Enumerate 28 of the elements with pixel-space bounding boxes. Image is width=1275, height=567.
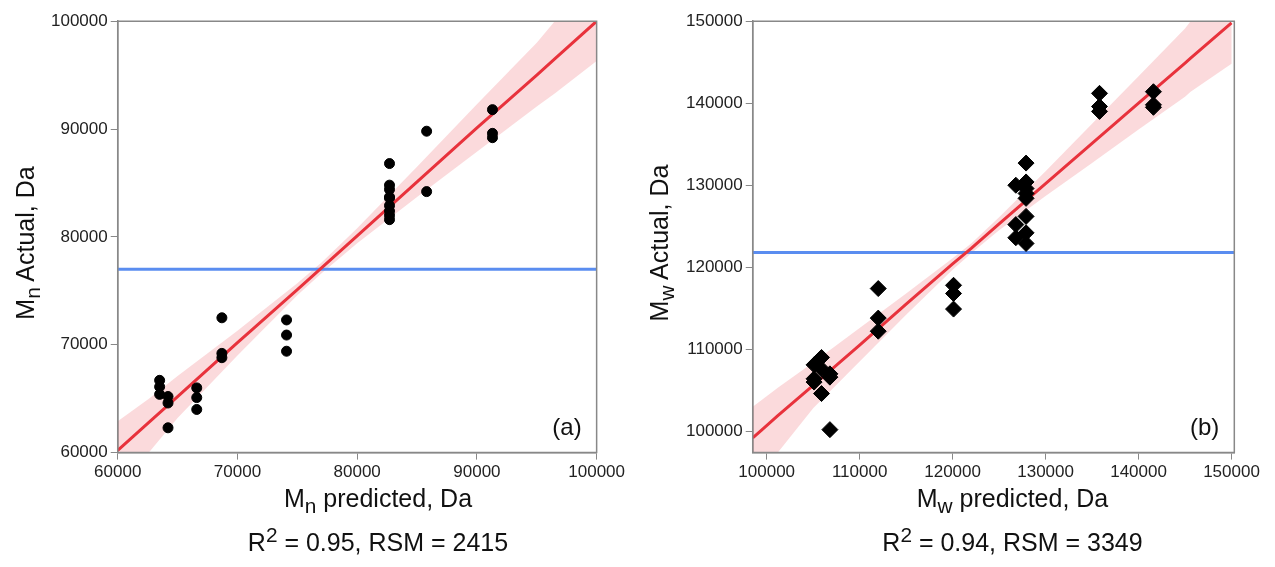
x-tick-label: 150000 <box>1202 462 1260 482</box>
x-tick-label: 90000 <box>453 462 501 482</box>
x-tick-label: 60000 <box>94 462 142 482</box>
y-tick-label: 120000 <box>685 256 743 276</box>
y-tick-label: 70000 <box>60 334 108 354</box>
annotation: (b) <box>1189 413 1219 441</box>
y-tick-label: 80000 <box>60 226 108 246</box>
x-axis-title: M$_{n}$ predicted, Da <box>282 484 474 519</box>
y-tick-label: 150000 <box>685 10 743 30</box>
y-tick-label: 90000 <box>60 118 108 138</box>
x-tick-label: 100000 <box>737 462 795 482</box>
y-tick-label: 100000 <box>685 420 743 440</box>
x-tick-label: 70000 <box>213 462 262 482</box>
y-tick-label: 140000 <box>685 92 743 112</box>
x-axis-title: M$_{w}$ predicted, Da <box>915 484 1110 519</box>
x-tick-label: 120000 <box>923 462 981 482</box>
y-tick-label: 110000 <box>686 338 743 358</box>
x-tick-label: 110000 <box>831 462 887 482</box>
x-tick-label: 130000 <box>1016 462 1074 482</box>
y-tick-label: 100000 <box>50 10 108 30</box>
text: R$^{2}$ = 0.95, RSM = 2415 <box>246 522 510 558</box>
text: R$^{2}$ = 0.94, RSM = 3349 <box>881 522 1144 558</box>
x-tick-label: 80000 <box>333 462 381 482</box>
x-tick-label: 100000 <box>568 462 625 482</box>
annotation: (a) <box>552 413 582 441</box>
y-tick-label: 130000 <box>685 174 743 194</box>
x-tick-label: 140000 <box>1109 462 1167 482</box>
y-tick-label: 60000 <box>60 442 108 462</box>
